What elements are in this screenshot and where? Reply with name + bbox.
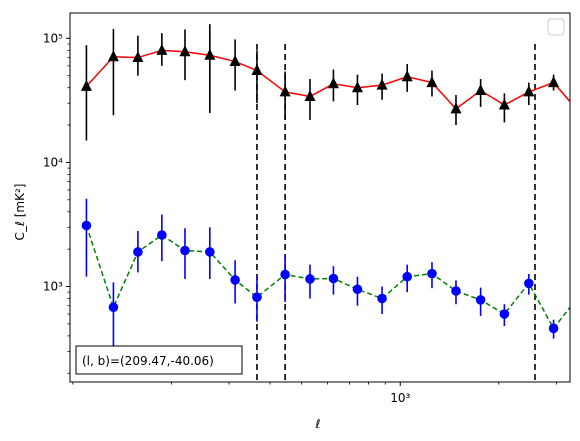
circle-marker <box>205 247 215 257</box>
triangle-marker <box>156 43 168 55</box>
circle-marker <box>427 268 437 279</box>
circle-marker <box>572 294 580 304</box>
circle-marker <box>451 286 461 296</box>
annotation-text: (l, b)=(209.47,-40.06) <box>82 354 214 368</box>
circle-marker <box>328 273 339 284</box>
series-line <box>85 49 570 110</box>
circle-marker <box>108 302 119 313</box>
series-1 <box>80 24 580 141</box>
triangle-marker <box>523 85 535 97</box>
triangle-marker <box>179 45 191 57</box>
circle-marker <box>81 220 92 231</box>
y-axis-label: C_ℓ [mK²] <box>13 184 27 241</box>
triangle-marker <box>80 79 92 91</box>
triangle-marker <box>571 102 580 113</box>
legend-frame <box>547 18 565 36</box>
circle-marker <box>157 230 167 240</box>
triangle-marker <box>498 98 510 110</box>
circle-marker <box>548 323 559 334</box>
x-axis-label: ℓ <box>315 417 321 431</box>
triangle-marker <box>279 85 291 97</box>
annotation-box <box>75 345 243 375</box>
triangle-marker <box>351 81 363 93</box>
triangle-marker <box>132 51 144 63</box>
plot-area <box>70 13 570 382</box>
vertical-dashed-lines <box>256 44 536 382</box>
plot-background <box>70 13 570 382</box>
series-2 <box>81 198 580 352</box>
series-line <box>85 225 570 330</box>
triangle-marker <box>475 83 487 95</box>
triangle-marker <box>376 78 388 90</box>
y-tick-label: 10³ <box>43 280 63 294</box>
circle-marker <box>524 278 534 289</box>
circle-marker <box>280 269 290 280</box>
circle-marker <box>252 292 262 303</box>
circle-marker <box>352 284 363 295</box>
axes-frame <box>69 12 571 383</box>
triangle-marker <box>327 77 339 89</box>
series-layer <box>80 24 580 352</box>
circle-marker <box>133 247 143 257</box>
triangle-marker <box>204 48 216 60</box>
legend-box <box>547 18 565 36</box>
triangle-marker <box>229 55 241 67</box>
circle-marker <box>499 309 510 319</box>
circle-marker <box>305 274 315 284</box>
triangle-marker <box>548 76 560 88</box>
y-tick-label: 10⁴ <box>43 155 63 169</box>
circle-marker <box>230 275 240 285</box>
triangle-marker <box>426 76 438 88</box>
triangle-marker <box>304 89 316 101</box>
circle-marker <box>180 245 190 256</box>
axes: 10³ 10⁴ 10⁵ 10³ <box>43 12 571 405</box>
x-tick-label: 10³ <box>390 391 410 405</box>
y-tick-label: 10⁵ <box>43 31 63 45</box>
triangle-marker <box>450 102 462 114</box>
circle-marker <box>402 271 412 282</box>
circle-marker <box>377 293 387 304</box>
circle-marker <box>475 295 486 305</box>
triangle-marker <box>251 64 263 76</box>
triangle-marker <box>401 70 413 82</box>
annotation-layer: (l, b)=(209.47,-40.06) <box>75 345 243 375</box>
triangle-marker <box>107 50 119 62</box>
